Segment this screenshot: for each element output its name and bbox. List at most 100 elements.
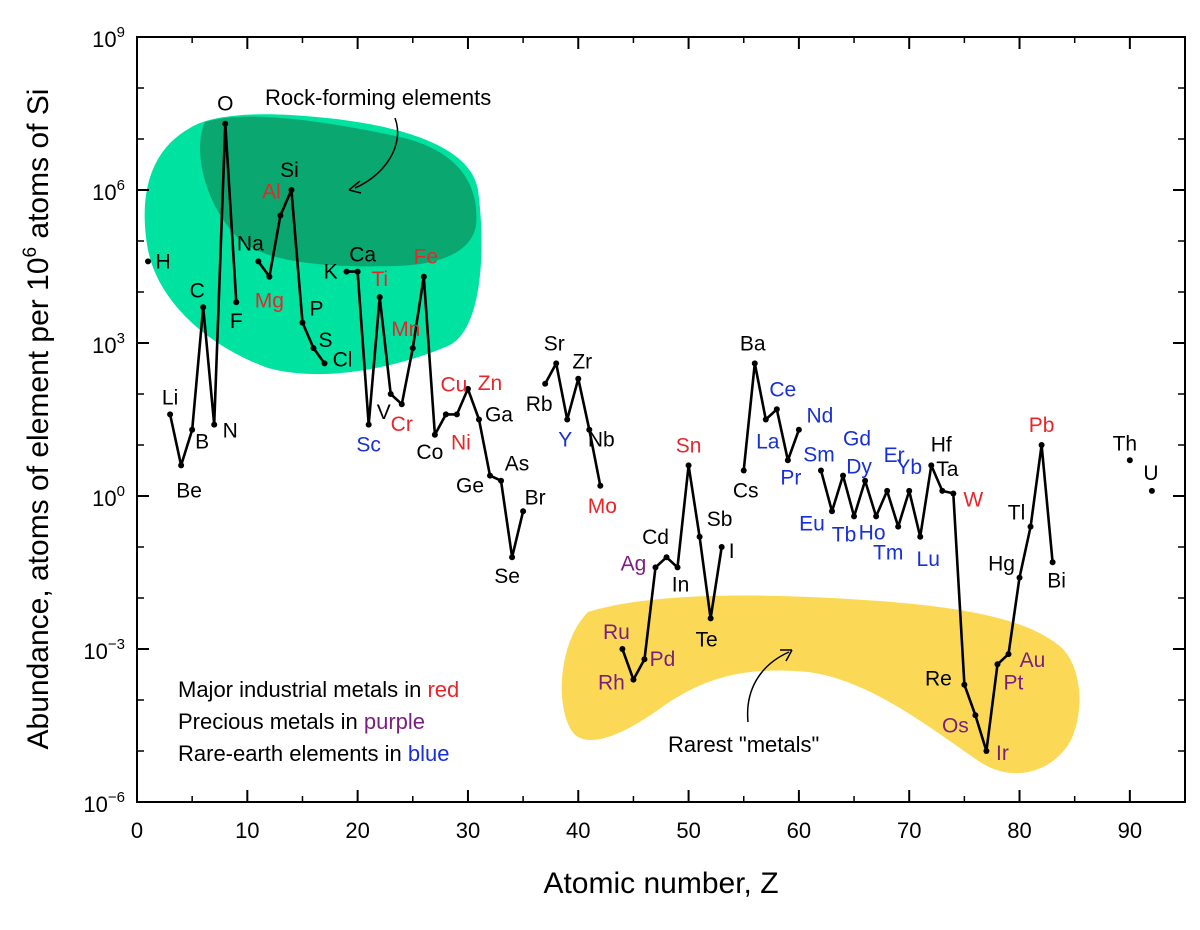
element-label-mn: Mn xyxy=(391,318,420,341)
element-label-te: Te xyxy=(696,628,718,651)
plot-border xyxy=(136,36,1186,803)
abundance-point xyxy=(1049,559,1056,566)
y-tick-base: 10 xyxy=(92,27,116,52)
element-label-in: In xyxy=(672,573,690,596)
legend-note-red-word: red xyxy=(427,677,459,702)
element-label-sn: Sn xyxy=(676,434,702,457)
element-label-ba: Ba xyxy=(740,332,766,355)
rarest-metals-arrowhead xyxy=(780,649,793,662)
abundance-point xyxy=(641,656,648,663)
abundance-point xyxy=(950,490,957,497)
element-label-ge: Ge xyxy=(456,475,484,498)
element-label-y: Y xyxy=(558,429,572,452)
element-label-al: Al xyxy=(262,181,281,204)
abundance-point xyxy=(840,472,847,479)
element-label-ta: Ta xyxy=(936,458,959,481)
element-label-h: H xyxy=(155,250,170,273)
abundance-point xyxy=(851,513,858,520)
legend-note-purple: Precious metals in purple xyxy=(178,709,425,734)
y-tick-label: 103 xyxy=(92,330,125,358)
abundance-point xyxy=(387,391,394,397)
x-tick-label: 10 xyxy=(235,818,259,843)
element-label-sr: Sr xyxy=(544,332,565,355)
abundance-point xyxy=(674,564,681,571)
abundance-point xyxy=(1038,442,1045,448)
element-label-zr: Zr xyxy=(572,351,592,374)
element-label-ti: Ti xyxy=(371,268,388,291)
element-label-li: Li xyxy=(162,386,178,409)
element-label-lu: Lu xyxy=(917,548,940,571)
y-tick-label: 100 xyxy=(92,483,125,511)
abundance-point xyxy=(762,416,769,423)
abundance-point xyxy=(255,258,262,265)
y-tick-base: 10 xyxy=(92,180,116,205)
element-label-nb: Nb xyxy=(588,429,615,452)
abundance-point xyxy=(431,431,438,438)
element-label-w: W xyxy=(963,488,983,511)
abundance-point xyxy=(498,477,505,484)
y-tick-label: 10−6 xyxy=(83,789,125,817)
abundance-line xyxy=(544,362,602,487)
element-label-k: K xyxy=(324,261,338,284)
abundance-point xyxy=(266,273,273,280)
element-label-cs: Cs xyxy=(733,480,759,503)
element-label-ru: Ru xyxy=(603,621,630,644)
element-label-hg: Hg xyxy=(988,553,1015,576)
abundance-point xyxy=(222,120,229,127)
abundance-point xyxy=(420,273,427,280)
element-label-v: V xyxy=(377,401,391,424)
abundance-point xyxy=(817,467,824,474)
element-label-re: Re xyxy=(925,668,952,691)
rock-forming-label: Rock-forming elements xyxy=(265,85,491,110)
abundance-point xyxy=(288,187,295,193)
abundance-point xyxy=(663,554,670,561)
abundance-point xyxy=(928,462,935,469)
y-axis-title-prefix: Abundance, atoms of element per 10 xyxy=(22,258,55,750)
abundance-point xyxy=(1126,457,1133,464)
element-label-br: Br xyxy=(525,486,546,509)
abundance-point xyxy=(685,462,692,469)
abundance-point xyxy=(310,345,317,352)
abundance-point xyxy=(740,467,747,474)
element-label-ni: Ni xyxy=(451,431,471,454)
element-label-o: O xyxy=(217,93,233,116)
element-label-th: Th xyxy=(1113,432,1138,455)
element-label-b: B xyxy=(195,431,209,454)
element-label-la: La xyxy=(756,431,780,454)
element-label-ag: Ag xyxy=(621,552,647,575)
rock-forming-region-dark xyxy=(200,116,477,267)
plot-frame xyxy=(136,36,1186,803)
rarest-metals-annotation: Rarest "metals" xyxy=(668,649,819,757)
y-tick-base: 10 xyxy=(83,639,107,664)
abundance-point xyxy=(586,426,593,433)
element-label-se: Se xyxy=(494,565,520,588)
abundance-point xyxy=(321,360,328,367)
element-label-mo: Mo xyxy=(588,495,617,518)
abundance-point xyxy=(652,564,659,571)
abundance-point xyxy=(795,426,802,433)
element-label-si: Si xyxy=(280,159,299,182)
element-label-tm: Tm xyxy=(873,542,903,565)
element-label-zn: Zn xyxy=(478,372,503,395)
abundance-point xyxy=(189,426,196,433)
element-label-rh: Rh xyxy=(598,672,625,695)
abundance-point xyxy=(983,748,990,754)
element-label-os: Os xyxy=(942,714,969,737)
element-label-n: N xyxy=(223,420,238,443)
y-axis-title-suffix: atoms of Si xyxy=(22,89,55,247)
abundance-point xyxy=(707,615,714,622)
x-tick-label: 30 xyxy=(456,818,480,843)
abundance-point xyxy=(277,212,284,219)
abundance-point xyxy=(906,487,913,494)
y-tick-exponent: 0 xyxy=(117,483,125,500)
abundance-line xyxy=(819,443,1054,753)
element-label-as: As xyxy=(505,453,530,476)
element-label-ho: Ho xyxy=(859,521,886,544)
axis-ticks xyxy=(136,36,1185,803)
abundance-point xyxy=(542,380,549,387)
element-label-pb: Pb xyxy=(1029,414,1055,437)
element-label-fe: Fe xyxy=(414,246,439,269)
abundance-point xyxy=(862,477,869,484)
